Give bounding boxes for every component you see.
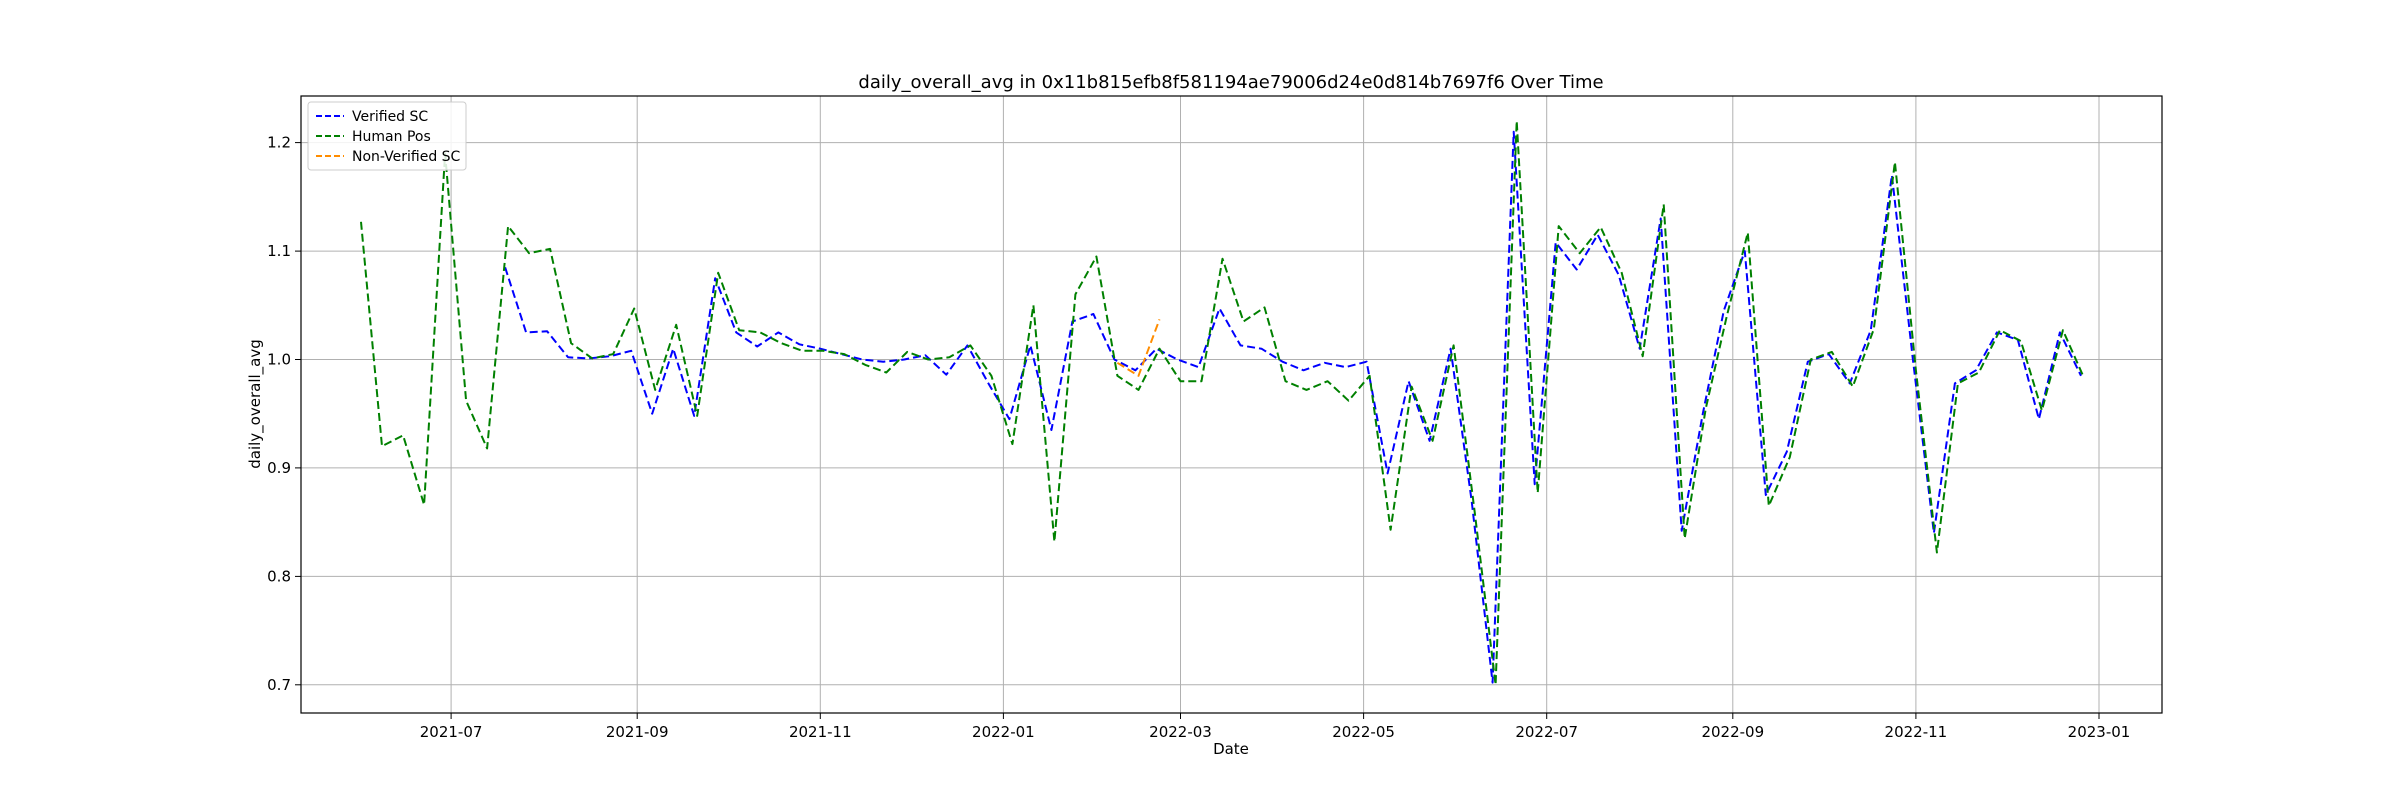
x-tick-label: 2022-09 xyxy=(1701,723,1764,741)
chart-title: daily_overall_avg in 0x11b815efb8f581194… xyxy=(858,72,1603,93)
x-tick-label: 2022-03 xyxy=(1149,723,1212,741)
y-axis-label: daily_overall_avg xyxy=(246,339,265,469)
plot-frame xyxy=(300,95,2163,714)
legend-label-human-pos: Human Pos xyxy=(352,129,431,145)
series-lines xyxy=(360,119,2085,686)
y-tick-label: 1.1 xyxy=(267,242,291,260)
y-tick-label: 1.0 xyxy=(267,351,291,369)
x-tick-label: 2021-11 xyxy=(789,723,852,741)
series-line-human-pos xyxy=(360,119,2085,686)
y-tick-label: 0.8 xyxy=(267,567,291,585)
y-tick-label: 0.9 xyxy=(267,459,291,477)
axis-ticks: 2021-07 2021-09 2021-11 2022-01 2022-03 2022-… xyxy=(267,134,2130,741)
legend-box xyxy=(307,101,467,171)
legend-label-verified-sc: Verified SC xyxy=(352,109,428,125)
x-tick-label: 2021-09 xyxy=(606,723,669,741)
y-tick-label: 0.7 xyxy=(267,676,291,694)
x-axis-label: Date xyxy=(1213,740,1249,758)
x-tick-label: 2022-01 xyxy=(972,723,1035,741)
legend-label-non-verified-sc: Non-Verified SC xyxy=(352,149,461,165)
x-tick-label: 2021-07 xyxy=(420,723,483,741)
series-line-non-verified-sc xyxy=(1116,319,1161,377)
x-tick-label: 2022-05 xyxy=(1332,723,1395,741)
legend: Verified SC Human Pos Non-Verified SC xyxy=(307,101,467,171)
grid xyxy=(301,96,2162,713)
x-tick-label: 2023-01 xyxy=(2068,723,2131,741)
y-tick-label: 1.2 xyxy=(267,134,291,152)
series-line-verified-sc xyxy=(504,130,2082,684)
x-tick-label: 2022-11 xyxy=(1885,723,1948,741)
x-tick-label: 2022-07 xyxy=(1515,723,1578,741)
